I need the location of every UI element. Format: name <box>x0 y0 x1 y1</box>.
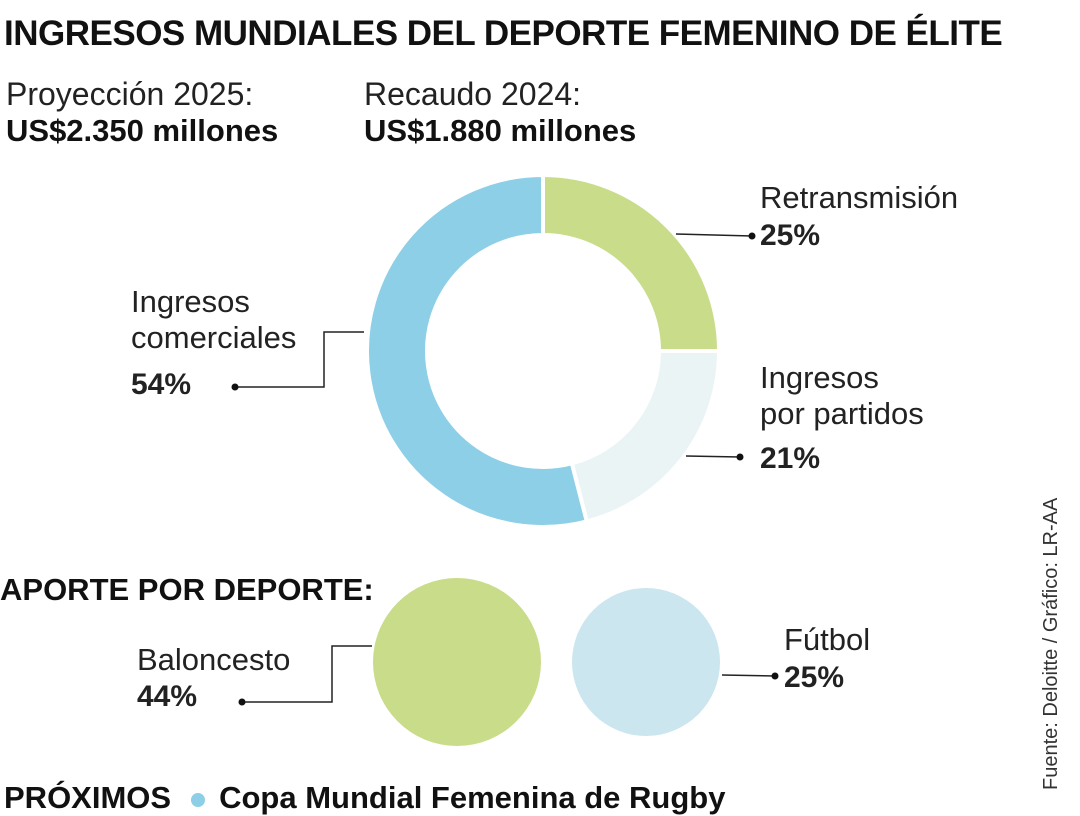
bubble-label-0: Baloncesto <box>137 642 290 677</box>
donut-leader-1 <box>685 455 741 458</box>
bubble-value-0: 44% <box>137 680 197 713</box>
donut-value-0: 25% <box>760 219 820 252</box>
kpi-projection: Proyección 2025: US$2.350 millones <box>6 76 278 150</box>
upcoming-dot-icon <box>191 792 206 807</box>
upcoming-label: PRÓXIMOS <box>4 780 172 815</box>
donut-label-2-line-0: Ingresos <box>131 284 250 319</box>
donut-leader-dot-0 <box>748 232 756 240</box>
bubble-0 <box>373 578 541 746</box>
donut-slice-2 <box>365 172 590 529</box>
donut-leader-dot-2 <box>231 383 239 391</box>
kpi-collected: Recaudo 2024: US$1.880 millones <box>364 76 636 150</box>
donut-leader-0 <box>675 233 753 237</box>
kpi-collected-value: US$1.880 millones <box>364 113 637 148</box>
upcoming-banner: PRÓXIMOS Copa Mundial Femenina de Rugby <box>4 780 725 816</box>
kpi-projection-value: US$2.350 millones <box>6 113 279 148</box>
bubble-leader-1 <box>721 674 776 677</box>
donut-value-1: 21% <box>760 442 820 475</box>
donut-slice-0 <box>541 172 722 353</box>
donut-leader-dot-1 <box>736 453 744 461</box>
donut-label-2-line-1: comerciales <box>131 320 296 355</box>
chart-title: INGRESOS MUNDIALES DEL DEPORTE FEMENINO … <box>4 14 1003 53</box>
sport-section-title: APORTE POR DEPORTE: <box>0 572 374 607</box>
donut-leader-2 <box>235 331 364 388</box>
bubble-leader-0 <box>242 645 372 703</box>
bubble-leader-dot-1 <box>771 672 779 680</box>
bubble-label-1: Fútbol <box>784 622 870 657</box>
bubble-value-1: 25% <box>784 661 844 694</box>
donut-slice-1 <box>569 349 722 524</box>
source-note: Fuente: Deloitte / Gráfico: LR-AA <box>1040 497 1062 790</box>
upcoming-text: Copa Mundial Femenina de Rugby <box>219 780 726 815</box>
donut-value-2: 54% <box>131 368 191 401</box>
donut-label-1-line-0: Ingresos <box>760 360 879 395</box>
bubble-1 <box>572 588 720 736</box>
donut-label-0-line-0: Retransmisión <box>760 180 958 215</box>
kpi-projection-label: Proyección 2025: <box>6 76 254 112</box>
donut-label-1-line-1: por partidos <box>760 396 924 431</box>
kpi-collected-label: Recaudo 2024: <box>364 76 582 112</box>
bubble-leader-dot-0 <box>238 698 246 706</box>
